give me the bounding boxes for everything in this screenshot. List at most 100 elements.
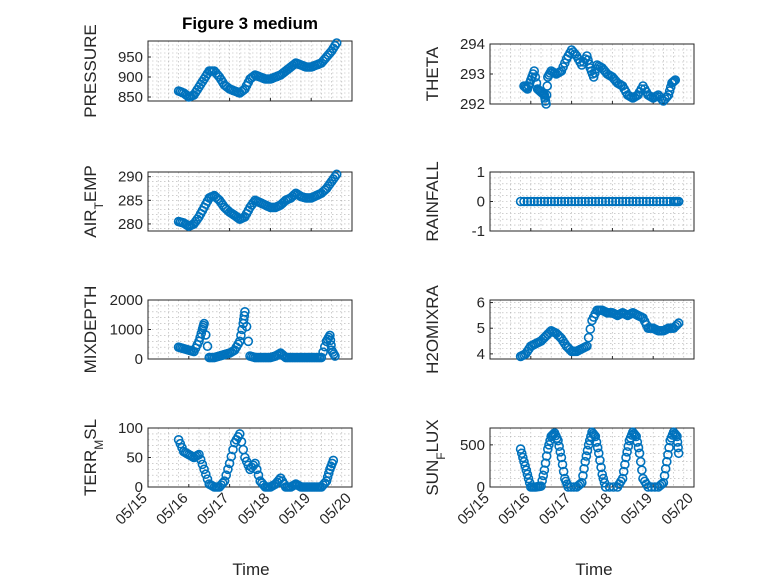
x-tick-label: 05/20	[316, 490, 355, 529]
series-markers	[173, 169, 342, 232]
data-point	[673, 448, 684, 459]
data-point	[194, 449, 204, 460]
y-tick-label: 280	[118, 216, 143, 233]
data-point	[590, 196, 601, 207]
data-point	[522, 469, 533, 480]
axes-box	[147, 40, 353, 102]
y-tick-label: 1	[477, 164, 485, 181]
data-point	[610, 196, 621, 207]
data-point	[223, 464, 233, 475]
data-point	[593, 448, 604, 459]
y-axis-label: SUNFLUX	[423, 419, 448, 495]
data-point	[241, 321, 252, 332]
data-point	[581, 451, 592, 461]
data-point	[618, 466, 629, 477]
data-point	[330, 351, 340, 361]
data-point	[540, 458, 551, 468]
x-tick-label: 05/17	[536, 490, 575, 529]
data-point	[559, 196, 570, 207]
data-point	[522, 196, 533, 207]
data-point	[617, 196, 628, 207]
data-point	[600, 196, 611, 207]
data-point	[633, 442, 644, 453]
data-point	[556, 452, 567, 463]
data-point	[668, 77, 678, 87]
data-point	[623, 441, 634, 452]
data-point	[661, 456, 672, 467]
data-point	[542, 444, 553, 454]
x-tick-label: 05/18	[577, 490, 616, 529]
subplot-3: 280 285 290 AIRTEMP	[81, 165, 353, 238]
data-point	[664, 442, 674, 453]
data-point	[549, 196, 560, 207]
data-point	[631, 196, 642, 207]
data-point	[644, 196, 655, 207]
data-point	[199, 318, 209, 329]
axes-box	[489, 299, 695, 360]
data-point	[608, 482, 619, 492]
data-point	[673, 318, 684, 328]
data-point	[529, 196, 540, 207]
data-point	[553, 435, 563, 446]
data-point	[614, 196, 625, 207]
data-point	[250, 458, 260, 469]
data-point	[553, 196, 563, 207]
data-point	[585, 324, 596, 334]
data-point	[575, 479, 585, 489]
data-point	[289, 190, 300, 200]
data-point	[670, 75, 681, 85]
data-point	[596, 462, 606, 473]
y-tick-label: -1	[472, 223, 485, 240]
data-point	[588, 428, 598, 439]
y-tick-label: 500	[460, 437, 485, 454]
subplot-6: 4 5 6 H2OMIXRA	[423, 284, 695, 374]
data-point	[251, 464, 262, 475]
data-point	[648, 196, 659, 207]
y-tick-label: 1000	[110, 322, 143, 339]
data-point	[627, 196, 638, 207]
data-point	[607, 196, 618, 207]
y-tick-label: 6	[477, 295, 485, 312]
data-point	[558, 466, 569, 477]
data-point	[659, 470, 670, 481]
data-point	[515, 444, 526, 454]
data-point	[590, 431, 601, 442]
series-markers	[515, 427, 684, 492]
data-point	[660, 463, 671, 474]
data-point	[597, 469, 608, 480]
data-point	[583, 196, 594, 207]
y-tick-label: 2000	[110, 292, 143, 309]
data-point	[238, 444, 248, 455]
y-axis-label: THETA	[423, 46, 442, 101]
data-point	[592, 442, 603, 453]
data-point	[541, 90, 552, 100]
data-point	[328, 455, 339, 466]
data-point	[641, 196, 652, 207]
data-point	[604, 196, 614, 207]
data-point	[537, 476, 547, 486]
data-point	[658, 196, 669, 207]
data-point	[525, 196, 536, 207]
data-point	[631, 431, 642, 442]
data-point	[563, 196, 574, 207]
data-point	[656, 94, 667, 104]
subplot-4: -1 0 1 RAINFALL	[423, 161, 695, 242]
y-tick-label: 850	[118, 89, 143, 106]
data-point	[651, 196, 662, 207]
x-tick-label: 05/19	[617, 490, 656, 529]
data-point	[672, 319, 682, 330]
data-point	[523, 473, 534, 484]
data-point	[583, 440, 594, 450]
data-point	[240, 306, 250, 317]
data-point	[632, 437, 643, 447]
data-point	[576, 196, 587, 207]
y-tick-label: 290	[118, 169, 143, 186]
data-point	[617, 473, 628, 484]
y-axis-label: H2OMIXRA	[423, 284, 442, 373]
data-point	[669, 76, 679, 86]
x-label-right: Time	[575, 560, 612, 579]
x-tick-label: 05/16	[495, 490, 534, 529]
x-tick-label: 05/19	[275, 490, 314, 529]
data-point	[672, 431, 682, 442]
